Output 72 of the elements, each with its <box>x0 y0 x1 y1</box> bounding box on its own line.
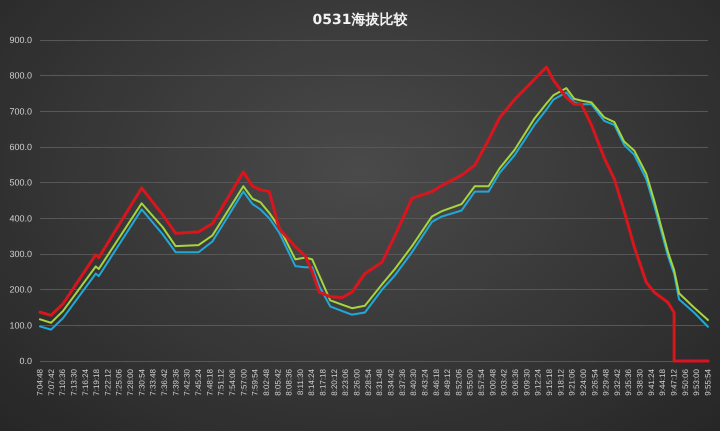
x-tick-label: 7:54:06 <box>228 368 237 396</box>
x-tick-label: 8:49:12 <box>443 368 452 396</box>
y-tick-label: 700.0 <box>9 106 32 116</box>
chart-title: 0531海拔比较 <box>312 12 408 28</box>
x-tick-label: 7:25:06 <box>114 368 124 396</box>
x-tick-label: 9:06:36 <box>511 368 520 396</box>
y-tick-label: 400.0 <box>9 213 32 224</box>
x-tick-label: 9:50:06 <box>680 368 690 396</box>
x-tick-label: 7:36:42 <box>160 368 170 396</box>
x-tick-label: 7:04:48 <box>36 368 44 396</box>
x-tick-label: 8:20:12 <box>330 368 339 396</box>
x-tick-label: 9:44:18 <box>658 368 668 396</box>
x-tick-label: 7:16:24 <box>80 368 90 396</box>
x-tick-label: 8:28:54 <box>364 368 373 396</box>
y-tick-label: 600.0 <box>9 142 32 152</box>
x-tick-label: 8:14:24 <box>307 368 316 396</box>
x-tick-label: 8:26:00 <box>352 368 362 396</box>
x-tick-label: 7:33:48 <box>148 368 158 396</box>
x-tick-label: 7:39:36 <box>171 368 180 396</box>
x-tick-label: 9:09:30 <box>522 368 532 396</box>
x-tick-label: 9:26:54 <box>590 368 600 396</box>
x-tick-label: 7:07:42 <box>46 368 56 396</box>
x-tick-label: 8:46:18 <box>432 368 441 396</box>
x-tick-label: 9:18:12 <box>556 368 566 396</box>
x-tick-label: 7:10:36 <box>58 368 68 396</box>
x-tick-label: 9:21:06 <box>568 368 577 396</box>
x-tick-label: 8:43:24 <box>420 368 430 396</box>
x-tick-label: 8:23:06 <box>341 368 350 396</box>
x-tick-label: 9:00:48 <box>488 368 498 396</box>
x-tick-label: 9:15:18 <box>544 368 554 396</box>
x-tick-label: 8:37:36 <box>398 368 407 396</box>
x-tick-label: 9:29:48 <box>602 368 611 396</box>
x-tick-label: 7:42:30 <box>182 368 192 396</box>
x-tick-label: 9:03:42 <box>500 368 509 396</box>
x-tick-label: 7:30:54 <box>137 368 146 396</box>
x-tick-label: 9:12:24 <box>534 368 543 396</box>
y-tick-label: 800.0 <box>9 70 32 81</box>
x-tick-label: 7:57:00 <box>239 368 248 396</box>
x-tick-label: 9:55:54 <box>704 368 712 396</box>
x-tick-label: 8:55:00 <box>466 368 475 396</box>
x-tick-label: 7:59:54 <box>250 368 260 396</box>
x-tick-label: 7:48:18 <box>205 368 214 396</box>
x-tick-label: 8:34:42 <box>386 368 396 396</box>
line-series <box>38 66 710 362</box>
x-tick-label: 7:13:30 <box>69 368 78 396</box>
x-tick-label: 8:57:54 <box>477 368 486 396</box>
x-tick-label: 9:38:30 <box>636 368 645 396</box>
x-tick-label: 9:35:36 <box>624 368 634 396</box>
x-tick-label: 8:11:30 <box>296 368 305 396</box>
x-tick-label: 9:32:42 <box>612 368 622 396</box>
x-tick-label: 8:31:48 <box>375 368 384 396</box>
x-tick-label: 8:08:36 <box>284 368 294 396</box>
x-tick-label: 8:17:18 <box>318 368 328 396</box>
x-tick-label: 9:53:00 <box>692 368 702 396</box>
x-tick-label: 8:52:06 <box>454 368 464 396</box>
y-tick-label: 300.0 <box>9 249 32 259</box>
x-tick-label: 7:51:12 <box>216 368 226 396</box>
x-tick-label: 8:40:30 <box>409 368 418 396</box>
x-tick-label: 8:02:48 <box>262 368 271 396</box>
x-tick-label: 9:47:12 <box>670 368 679 396</box>
y-tick-label: 900.0 <box>9 35 32 45</box>
x-tick-label: 7:22:12 <box>103 368 112 396</box>
x-tick-label: 7:45:24 <box>194 368 204 396</box>
y-tick-label: 0.0 <box>19 356 32 366</box>
x-tick-label: 7:28:00 <box>126 368 136 396</box>
y-tick-label: 500.0 <box>9 178 32 188</box>
y-tick-label: 200.0 <box>9 284 32 295</box>
y-tick-label: 100.0 <box>9 320 32 330</box>
x-tick-label: 8:05:42 <box>273 368 282 396</box>
x-tick-label: 9:41:24 <box>646 368 656 396</box>
x-tick-label: 7:19:18 <box>92 368 102 396</box>
x-tick-label: 9:24:00 <box>578 368 588 396</box>
